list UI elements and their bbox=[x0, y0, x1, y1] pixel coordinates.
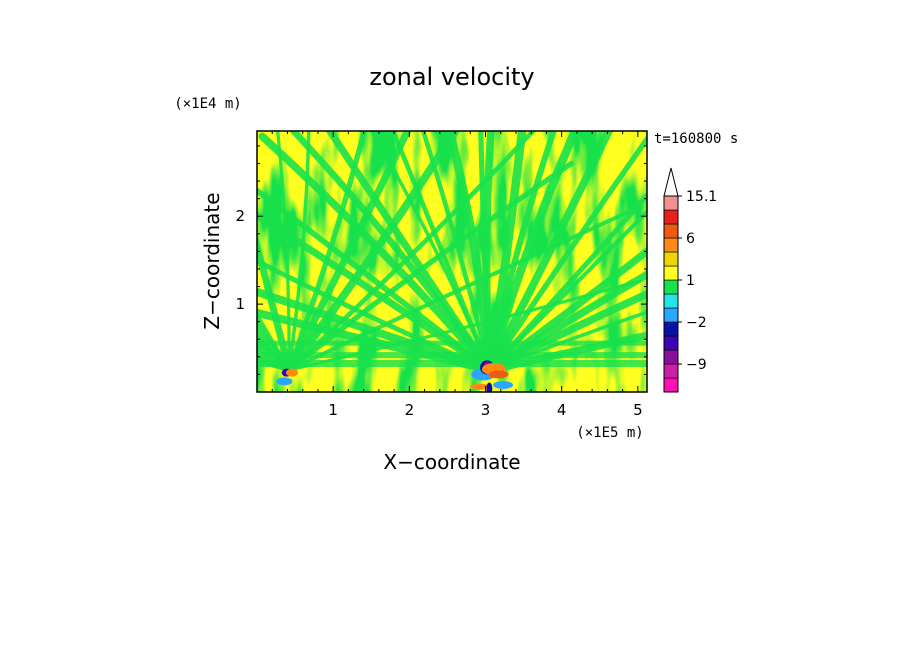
velocity-anomaly bbox=[493, 380, 514, 389]
colorbar-segment bbox=[663, 195, 679, 211]
colorbar-tick-label: −9 bbox=[686, 357, 707, 373]
colorbar-segment bbox=[663, 265, 679, 281]
wave-ray bbox=[485, 289, 647, 374]
y-tick-label: 2 bbox=[235, 207, 245, 225]
plot-area bbox=[257, 131, 647, 392]
wave-ray bbox=[485, 131, 614, 374]
y-axis-label: Z−coordinate bbox=[200, 192, 224, 329]
wave-ray bbox=[482, 131, 495, 374]
colorbar-segment bbox=[663, 377, 679, 393]
plot-frame bbox=[256, 130, 648, 393]
low-band bbox=[257, 352, 647, 359]
wave-ray bbox=[485, 246, 647, 374]
wave-ray bbox=[485, 270, 647, 374]
wave-rays bbox=[257, 131, 647, 375]
x-tick-label: 1 bbox=[328, 401, 338, 419]
wave-ray bbox=[390, 131, 492, 373]
low-band bbox=[257, 360, 647, 367]
velocity-anomaly bbox=[486, 382, 493, 392]
x-tick-label: 3 bbox=[481, 401, 491, 419]
colorbar-segment bbox=[663, 335, 679, 351]
wave-ray bbox=[257, 340, 294, 375]
wave-ray bbox=[257, 333, 292, 373]
low-band bbox=[257, 340, 647, 346]
colorbar-segment bbox=[663, 307, 679, 323]
colorbar-segment bbox=[663, 363, 679, 379]
colorbar-segment bbox=[663, 293, 679, 309]
y-tick-label: 1 bbox=[235, 295, 245, 313]
x-axis-label: X−coordinate bbox=[383, 450, 520, 474]
colorbar-segment bbox=[663, 237, 679, 253]
wave-ray bbox=[257, 354, 292, 373]
colorbar-segment bbox=[663, 251, 679, 267]
velocity-anomaly bbox=[286, 368, 299, 377]
wave-ray bbox=[257, 311, 292, 373]
colorbar-segment bbox=[663, 349, 679, 365]
x-tick-label: 2 bbox=[405, 401, 415, 419]
x-tick-label: 5 bbox=[633, 401, 643, 419]
wave-ray bbox=[325, 131, 493, 374]
wave-ray bbox=[487, 209, 647, 373]
x-axis: 1 2 3 4 5 bbox=[271, 131, 643, 419]
colorbar-segment bbox=[663, 209, 679, 225]
wave-ray bbox=[276, 131, 291, 372]
colorbar-frame bbox=[663, 195, 679, 393]
colorbar-tick-label: −2 bbox=[686, 315, 707, 331]
wave-ray bbox=[286, 131, 537, 373]
colorbar: 15.1 6 1 −2 −9 bbox=[663, 167, 717, 393]
velocity-anomaly bbox=[488, 370, 509, 379]
colorbar-segment bbox=[663, 321, 679, 337]
y-axis: 12 bbox=[235, 145, 647, 375]
time-label: t=160800 s bbox=[654, 131, 738, 147]
colorbar-tick-label: 1 bbox=[686, 273, 695, 289]
mountain-anomalies bbox=[276, 360, 514, 392]
wave-ray bbox=[257, 258, 492, 373]
chart-title: zonal velocity bbox=[369, 63, 534, 91]
wave-ray bbox=[257, 232, 293, 374]
velocity-anomaly bbox=[276, 377, 293, 386]
wave-ray bbox=[258, 132, 494, 374]
wave-ray bbox=[257, 359, 291, 372]
colorbar-tick-label: 6 bbox=[686, 231, 695, 247]
y-unit-label: (×1E4 m) bbox=[174, 96, 241, 112]
colorbar-extend-max bbox=[663, 167, 679, 197]
x-unit-label: (×1E5 m) bbox=[576, 425, 643, 441]
colorbar-segment bbox=[663, 279, 679, 295]
colorbar-tick-label: 15.1 bbox=[686, 189, 717, 205]
x-tick-label: 4 bbox=[557, 401, 567, 419]
colorbar-segment bbox=[663, 223, 679, 239]
wave-ray bbox=[420, 131, 492, 373]
wave-ray bbox=[486, 134, 647, 373]
wave-ray bbox=[257, 321, 293, 374]
wave-ray bbox=[485, 131, 580, 375]
